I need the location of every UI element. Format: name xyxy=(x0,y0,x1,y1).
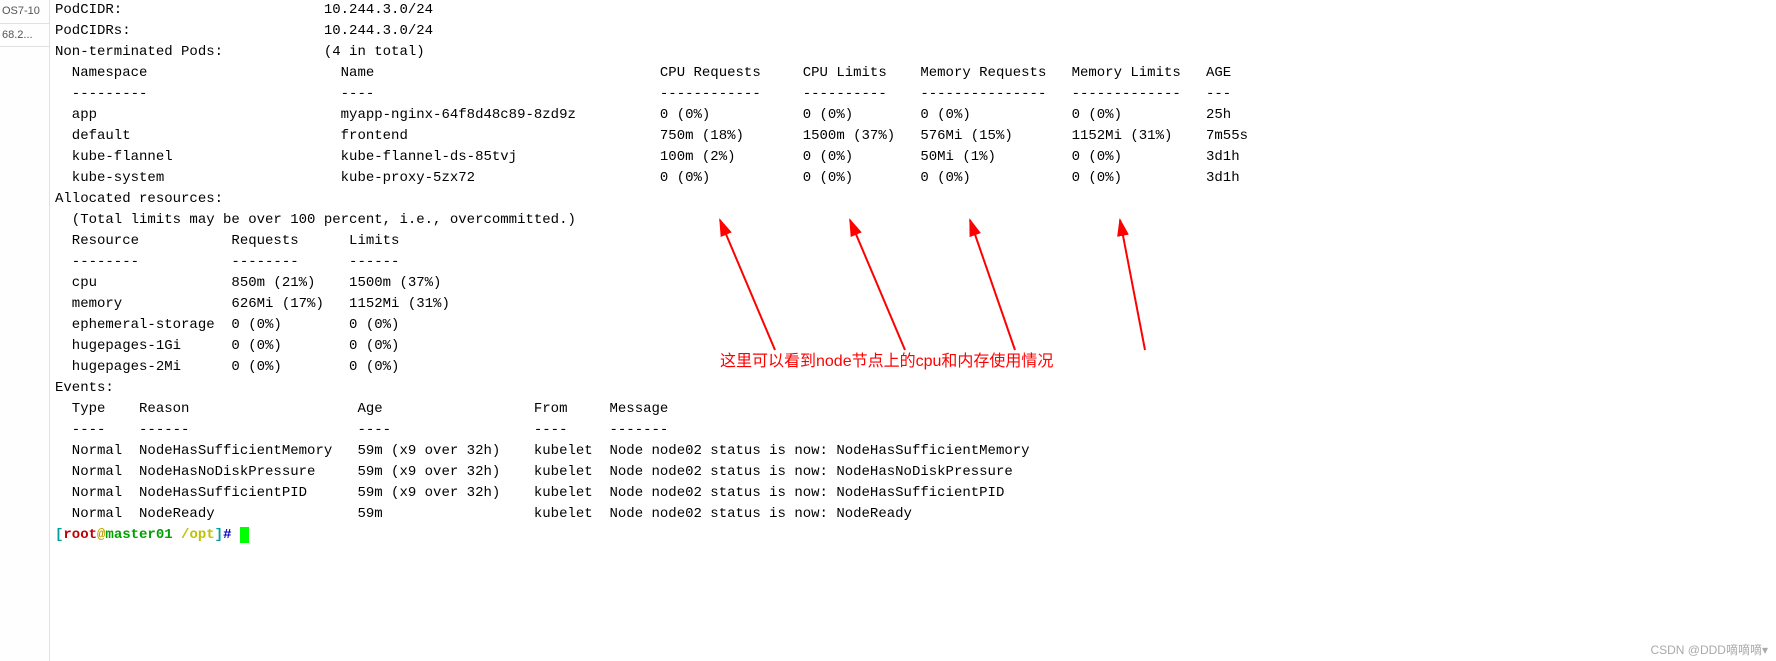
prompt-bracket: ] xyxy=(215,527,223,543)
prompt-user: root xyxy=(63,527,97,543)
prompt-path: /opt xyxy=(181,527,215,543)
sidebar-tab[interactable]: OS7-10 xyxy=(0,0,49,24)
terminal-output[interactable]: PodCIDR: 10.244.3.0/24 PodCIDRs: 10.244.… xyxy=(55,0,1775,546)
prompt-host: master01 xyxy=(105,527,181,543)
sidebar-tab[interactable]: 68.2... xyxy=(0,24,49,48)
sidebar: OS7-10 68.2... xyxy=(0,0,50,661)
prompt-hash: # xyxy=(223,527,240,543)
watermark: CSDN @DDD嘀嘀嘀▾ xyxy=(1650,641,1768,659)
annotation-text: 这里可以看到node节点上的cpu和内存使用情况 xyxy=(720,350,1053,374)
cursor xyxy=(240,527,249,543)
